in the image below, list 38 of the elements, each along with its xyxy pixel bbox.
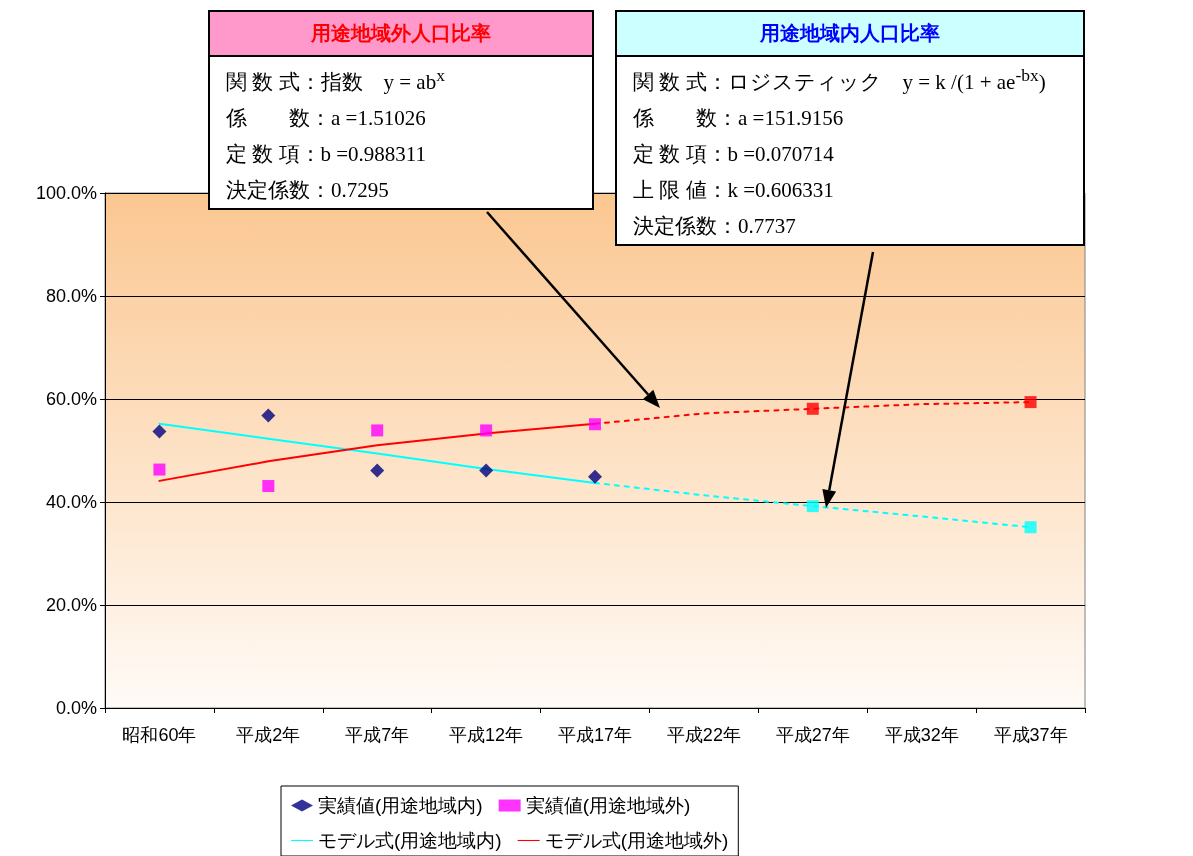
point [480,424,493,437]
point [1024,521,1037,534]
legend-label: モデル式(用途地域内) [318,830,502,851]
annotation: 上 限 値：k =0.606331 [632,177,835,204]
x-tick-label: 平成17年 [557,725,633,745]
annotation: 決定係数：0.7737 [632,213,797,240]
x-tick-label: 昭和60年 [122,725,197,745]
y-tick-label: 40.0% [45,492,97,512]
formula-callout: 用途地域外人口比率 関 数 式：指数 y = ab$^{x}$ 係 数：a =1.51026 定 数 項：b =0.988311 決定係数：0.7295 [208,10,594,210]
legend-label: モデル式(用途地域外) [544,830,729,851]
y-tick-label: 60.0% [45,389,97,409]
y-tick-label: 80.0% [45,286,97,306]
point [806,402,819,415]
point [371,424,384,437]
point [262,480,275,493]
formula-callout: 用途地域内人口比率 関 数 式：ロジスティック y = k /(1 + ae$^{-bx}$) 係 数：a =151.9156 定 数 項：b =0.070714 上 限 値：k =0.606331 決定係数：0.7737 [615,10,1085,246]
point [153,463,166,476]
point [261,408,276,423]
legend-label: 実績値(用途地域内) [318,795,483,816]
point [806,500,819,513]
x-tick-label: 平成27年 [775,725,850,745]
point [589,418,601,431]
y-tick-label: 0.0% [55,698,97,718]
x-tick-label: 平成37年 [993,725,1068,745]
annotation: 決定係数：0.7295 [225,177,390,204]
point [479,463,494,478]
x-tick-label: 平成32年 [884,725,959,745]
y-tick-label: 100.0% [35,183,97,203]
x-tick-label: 平成12年 [449,725,524,745]
point [588,469,602,484]
x-tick-label: 平成22年 [666,725,741,745]
x-tick-label: 平成2年 [236,725,301,745]
x-tick-label: 平成7年 [345,725,410,745]
legend-label: 実績値(用途地域外) [525,795,691,816]
y-tick-label: 20.0% [45,595,97,615]
point [370,463,385,478]
point [1024,396,1037,409]
point [152,424,167,439]
